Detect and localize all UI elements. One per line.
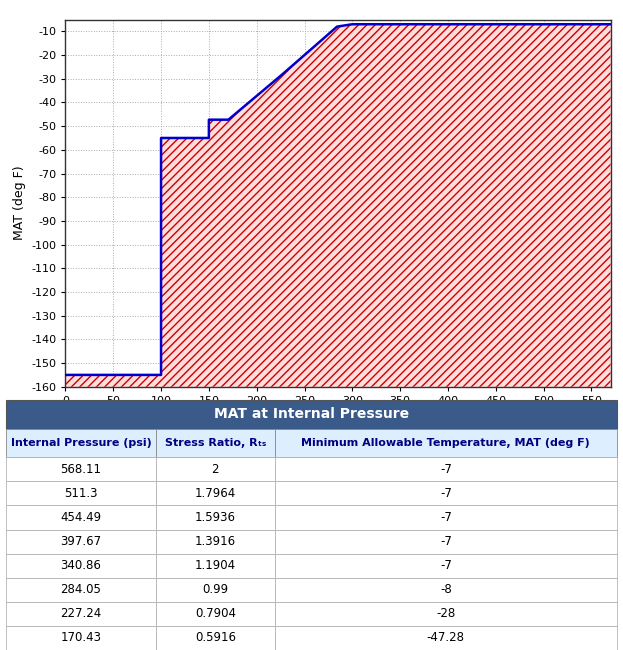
Bar xyxy=(6,458,156,482)
Text: 1.3916: 1.3916 xyxy=(195,535,236,548)
Text: -7: -7 xyxy=(440,511,452,524)
Bar xyxy=(275,458,617,482)
Polygon shape xyxy=(65,24,611,387)
Text: Minimum Allowable Temperature, MAT (deg F): Minimum Allowable Temperature, MAT (deg … xyxy=(302,438,590,448)
Text: -8: -8 xyxy=(440,583,452,596)
Bar xyxy=(275,602,617,626)
Text: 2: 2 xyxy=(212,463,219,476)
Bar xyxy=(156,428,275,458)
Bar xyxy=(6,554,156,578)
Text: Stress Ratio, Rₜₛ: Stress Ratio, Rₜₛ xyxy=(164,438,266,448)
Text: -47.28: -47.28 xyxy=(427,631,465,644)
Bar xyxy=(275,578,617,602)
Text: -7: -7 xyxy=(440,463,452,476)
Bar xyxy=(275,626,617,650)
Text: 1.7964: 1.7964 xyxy=(195,487,236,500)
Text: 454.49: 454.49 xyxy=(60,511,102,524)
X-axis label: Internal Pressure (psi): Internal Pressure (psi) xyxy=(269,411,407,424)
Bar xyxy=(156,506,275,530)
Bar xyxy=(275,554,617,578)
Text: 397.67: 397.67 xyxy=(60,535,102,548)
Text: -7: -7 xyxy=(440,559,452,572)
Text: 227.24: 227.24 xyxy=(60,607,102,620)
Text: 340.86: 340.86 xyxy=(60,559,102,572)
Text: 170.43: 170.43 xyxy=(60,631,102,644)
Bar xyxy=(156,530,275,554)
Bar xyxy=(6,482,156,506)
Text: 0.7904: 0.7904 xyxy=(195,607,236,620)
Bar xyxy=(6,530,156,554)
Text: Internal Pressure (psi): Internal Pressure (psi) xyxy=(11,438,151,448)
Text: -28: -28 xyxy=(436,607,455,620)
Text: 0.5916: 0.5916 xyxy=(195,631,236,644)
Text: 284.05: 284.05 xyxy=(60,583,102,596)
Bar xyxy=(275,482,617,506)
Text: -7: -7 xyxy=(440,487,452,500)
Bar xyxy=(6,602,156,626)
Bar xyxy=(275,530,617,554)
Text: 568.11: 568.11 xyxy=(60,463,102,476)
Bar xyxy=(275,428,617,458)
Bar xyxy=(6,428,156,458)
Bar xyxy=(156,458,275,482)
Bar xyxy=(275,506,617,530)
Bar xyxy=(156,578,275,602)
Text: -7: -7 xyxy=(440,535,452,548)
Bar xyxy=(156,482,275,506)
Bar xyxy=(6,400,617,428)
Bar xyxy=(6,626,156,650)
Bar xyxy=(156,602,275,626)
Bar xyxy=(156,554,275,578)
Bar xyxy=(6,506,156,530)
Text: 1.1904: 1.1904 xyxy=(195,559,236,572)
Bar xyxy=(6,578,156,602)
Text: 1.5936: 1.5936 xyxy=(195,511,236,524)
Text: 511.3: 511.3 xyxy=(64,487,98,500)
Bar xyxy=(156,626,275,650)
Text: MAT at Internal Pressure: MAT at Internal Pressure xyxy=(214,407,409,421)
Text: 0.99: 0.99 xyxy=(202,583,229,596)
Y-axis label: MAT (deg F): MAT (deg F) xyxy=(12,166,26,240)
